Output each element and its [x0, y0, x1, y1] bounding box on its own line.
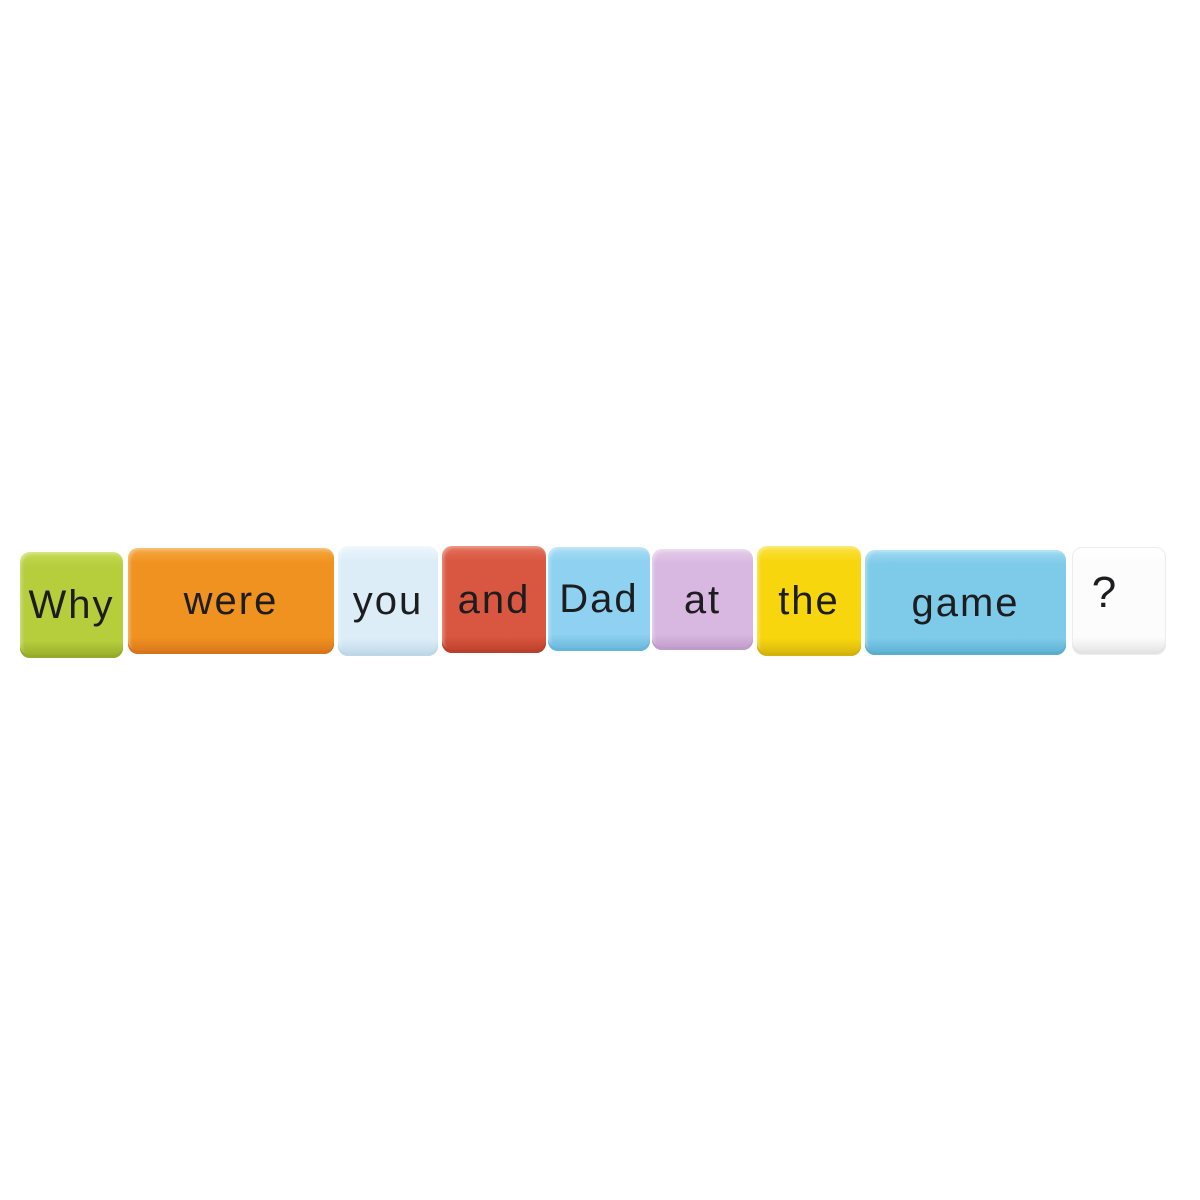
word-label: the — [778, 579, 840, 623]
word-label: at — [683, 577, 722, 622]
word-block: and — [442, 546, 546, 653]
word-block: ? — [1072, 547, 1166, 655]
word-label: and — [457, 577, 531, 622]
word-label: ? — [1091, 568, 1119, 617]
word-label: game — [911, 580, 1020, 625]
word-label: you — [352, 579, 424, 623]
word-block: were — [128, 548, 334, 654]
word-block: at — [652, 549, 753, 650]
word-block: the — [757, 546, 861, 656]
word-block: game — [865, 550, 1066, 655]
word-label: Dad — [559, 577, 639, 621]
word-label: Why — [28, 583, 115, 627]
word-block: Why — [20, 552, 123, 658]
word-label: were — [183, 579, 279, 623]
word-block: you — [338, 546, 438, 656]
word-block: Dad — [548, 547, 650, 651]
